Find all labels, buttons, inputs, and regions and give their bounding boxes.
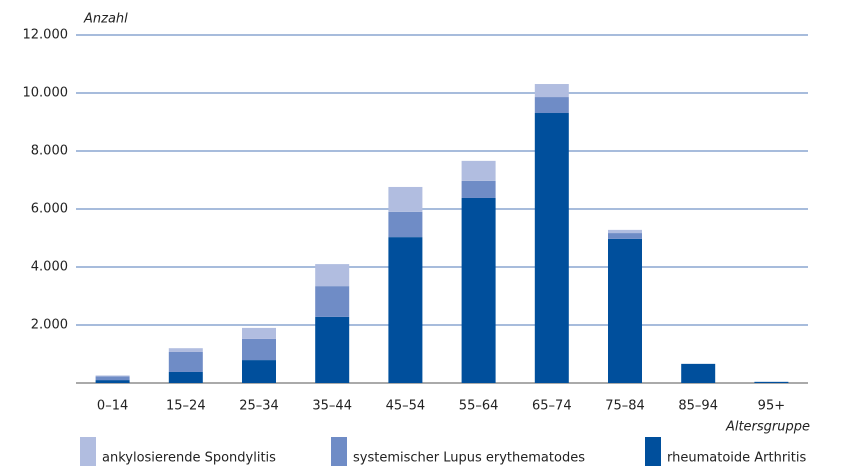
bar-segment bbox=[315, 286, 350, 317]
bar-segment bbox=[461, 180, 496, 198]
bar-segment bbox=[388, 237, 423, 383]
bar-segment bbox=[95, 375, 130, 377]
legend-swatch bbox=[645, 437, 661, 466]
bar-segment bbox=[95, 376, 130, 381]
y-axis-label: Anzahl bbox=[83, 12, 128, 27]
bar-segment bbox=[242, 338, 276, 361]
bar-segment bbox=[754, 381, 789, 383]
bar-segment bbox=[388, 186, 423, 212]
y-tick-label: 8.000 bbox=[31, 144, 68, 159]
legend-swatch bbox=[80, 437, 96, 466]
bar-segment bbox=[95, 380, 130, 383]
x-tick-label: 65–74 bbox=[532, 399, 572, 414]
bar-segment bbox=[681, 363, 716, 383]
bar-segment bbox=[388, 211, 423, 238]
y-tick-label: 2.000 bbox=[31, 318, 68, 333]
bar-segment bbox=[608, 233, 642, 239]
bar-segment bbox=[608, 238, 642, 383]
y-tick-label: 10.000 bbox=[23, 86, 69, 101]
bar-segment bbox=[315, 264, 350, 287]
x-tick-label: 25–34 bbox=[239, 399, 279, 414]
bar-segment bbox=[534, 84, 569, 98]
x-tick-label: 75–84 bbox=[605, 399, 645, 414]
x-tick-label: 35–44 bbox=[312, 399, 352, 414]
x-tick-label: 0–14 bbox=[97, 399, 128, 414]
x-tick-label: 45–54 bbox=[386, 399, 426, 414]
legend-label: systemischer Lupus erythematodes bbox=[353, 451, 585, 466]
bar-segment bbox=[168, 351, 203, 372]
legend-label: rheumatoide Arthritis bbox=[667, 451, 807, 466]
bar-segment bbox=[534, 113, 569, 383]
bar-segment bbox=[242, 327, 276, 339]
bar-segment bbox=[168, 371, 203, 383]
bar-segment bbox=[461, 160, 496, 181]
bar-segment bbox=[315, 316, 350, 383]
x-tick-label: 95+ bbox=[758, 399, 785, 414]
y-tick-label: 12.000 bbox=[23, 28, 69, 43]
legend-swatch bbox=[331, 437, 347, 466]
bar-segment bbox=[608, 229, 642, 234]
bar-segment bbox=[534, 97, 569, 114]
x-tick-label: 15–24 bbox=[166, 399, 206, 414]
y-tick-label: 6.000 bbox=[31, 202, 68, 217]
bar-segment bbox=[242, 360, 276, 383]
x-axis-label: Altersgruppe bbox=[725, 420, 810, 435]
bar-segment bbox=[168, 348, 203, 352]
x-tick-label: 85–94 bbox=[678, 399, 718, 414]
legend-label: ankylosierende Spondylitis bbox=[102, 451, 276, 466]
y-tick-label: 4.000 bbox=[31, 260, 68, 275]
bar-segment bbox=[461, 197, 496, 383]
x-tick-label: 55–64 bbox=[459, 399, 499, 414]
